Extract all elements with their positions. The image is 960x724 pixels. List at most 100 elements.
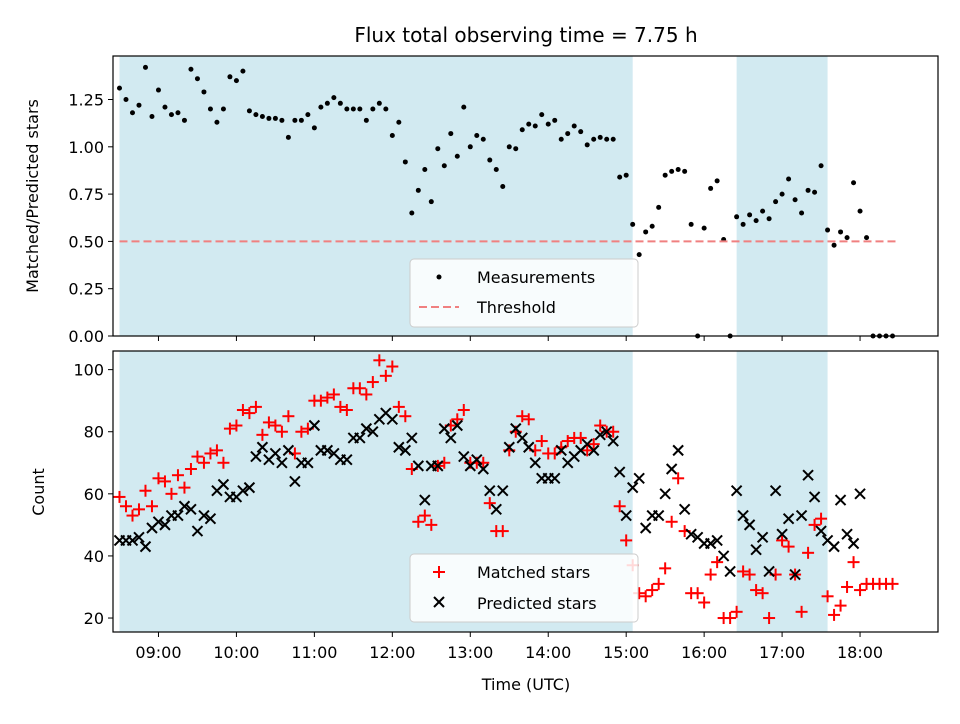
matched-point	[119, 500, 132, 513]
ratio-y-tick-label-4: 1.00	[68, 138, 104, 157]
matched-point	[223, 422, 236, 435]
predicted-point	[672, 444, 684, 457]
measurement-point	[805, 187, 811, 193]
predicted-point-b	[633, 472, 645, 485]
measurement-point	[493, 167, 499, 173]
predicted-point-b	[750, 544, 762, 556]
matched-point	[730, 605, 743, 618]
ratio-y-axis-label: Matched/Predicted stars	[23, 99, 42, 293]
predicted-point	[685, 528, 697, 540]
matched-point	[379, 369, 392, 382]
measurement-point	[357, 106, 363, 112]
matched-point	[704, 568, 717, 581]
predicted-point	[795, 509, 808, 522]
measurement-point	[831, 242, 837, 248]
predicted-point	[529, 457, 541, 469]
matched-point	[399, 410, 412, 423]
predicted-point	[626, 481, 639, 494]
predicted-point	[477, 463, 489, 475]
predicted-point-b	[126, 534, 139, 547]
legend-predicted-label: Predicted stars	[477, 594, 597, 613]
matched-point	[808, 518, 821, 531]
x-tick-label-7: 16:00	[681, 643, 727, 662]
measurement-point	[675, 167, 681, 173]
matched-point	[743, 568, 756, 581]
predicted-point	[237, 485, 249, 497]
predicted-point	[367, 426, 379, 438]
predicted-point-b	[191, 525, 204, 537]
predicted-point	[588, 444, 600, 457]
measurement-point	[474, 132, 480, 138]
predicted-point-b	[269, 447, 282, 460]
measurement-point	[597, 134, 603, 140]
matched-point	[457, 403, 470, 416]
measurement-point	[175, 110, 181, 116]
predicted-point-b	[854, 488, 866, 500]
measurement-point	[786, 176, 792, 182]
predicted-point-b	[672, 444, 684, 457]
predicted-point-b	[607, 435, 619, 447]
measurement-point	[116, 85, 122, 91]
matched-point	[425, 518, 438, 531]
measurement-point	[181, 117, 187, 123]
measurement-point	[799, 210, 805, 216]
predicted-point-b	[321, 444, 334, 457]
measurement-point	[578, 129, 584, 135]
predicted-point	[613, 466, 626, 478]
predicted-point	[256, 441, 269, 453]
predicted-point	[815, 525, 827, 537]
predicted-point-b	[172, 509, 184, 522]
matched-point	[334, 400, 347, 413]
predicted-point	[724, 565, 736, 578]
predicted-point-b	[386, 413, 399, 426]
measurement-point	[545, 121, 551, 127]
matched-point	[191, 450, 204, 463]
matched-point	[353, 382, 366, 395]
measurement-point	[571, 123, 577, 129]
predicted-point	[802, 469, 814, 481]
matched-point	[737, 565, 750, 578]
measurement-point	[240, 68, 246, 74]
measurement-point	[539, 112, 545, 118]
predicted-point	[665, 463, 678, 475]
matched-point	[412, 515, 425, 528]
ratio-y-tick-label-1: 0.25	[68, 280, 104, 299]
measurement-point	[857, 208, 863, 214]
measurement-point	[136, 102, 142, 108]
measurement-point	[441, 163, 447, 169]
measurement-point	[734, 214, 740, 220]
matched-point	[854, 584, 867, 597]
matched-point	[620, 534, 633, 547]
matched-point	[821, 590, 834, 603]
predicted-point	[341, 453, 353, 466]
predicted-point	[282, 444, 295, 457]
matched-point	[665, 515, 678, 528]
measurement-point	[227, 74, 233, 80]
measurement-point	[331, 95, 337, 101]
measurement-point	[864, 235, 870, 241]
predicted-point-b	[497, 485, 509, 497]
measurement-point	[519, 127, 525, 133]
predicted-point	[412, 460, 425, 472]
matched-point	[587, 438, 600, 451]
matched-point	[834, 599, 847, 612]
measurement-point	[812, 189, 818, 195]
measurement-point	[688, 221, 694, 227]
matched-point	[327, 388, 340, 401]
predicted-point-b	[133, 531, 145, 544]
matched-point	[802, 546, 815, 559]
predicted-point-b	[276, 457, 288, 469]
matched-point	[841, 580, 854, 593]
measurement-point	[350, 106, 356, 112]
predicted-point	[678, 503, 691, 516]
matched-point	[672, 472, 685, 485]
measurement-point	[467, 144, 473, 150]
predicted-point-b	[523, 441, 535, 453]
matched-point	[581, 444, 594, 457]
counts-axes-ticks: 09:00 10:00 11:00 12:00 13:00 14:00 15:00 16:00…	[73, 361, 883, 662]
matched-point	[386, 360, 399, 373]
measurement-point	[168, 112, 174, 118]
x-tick-label-5: 14:00	[525, 643, 571, 662]
x-tick-label-9: 18:00	[837, 643, 883, 662]
measurement-point	[682, 168, 688, 174]
